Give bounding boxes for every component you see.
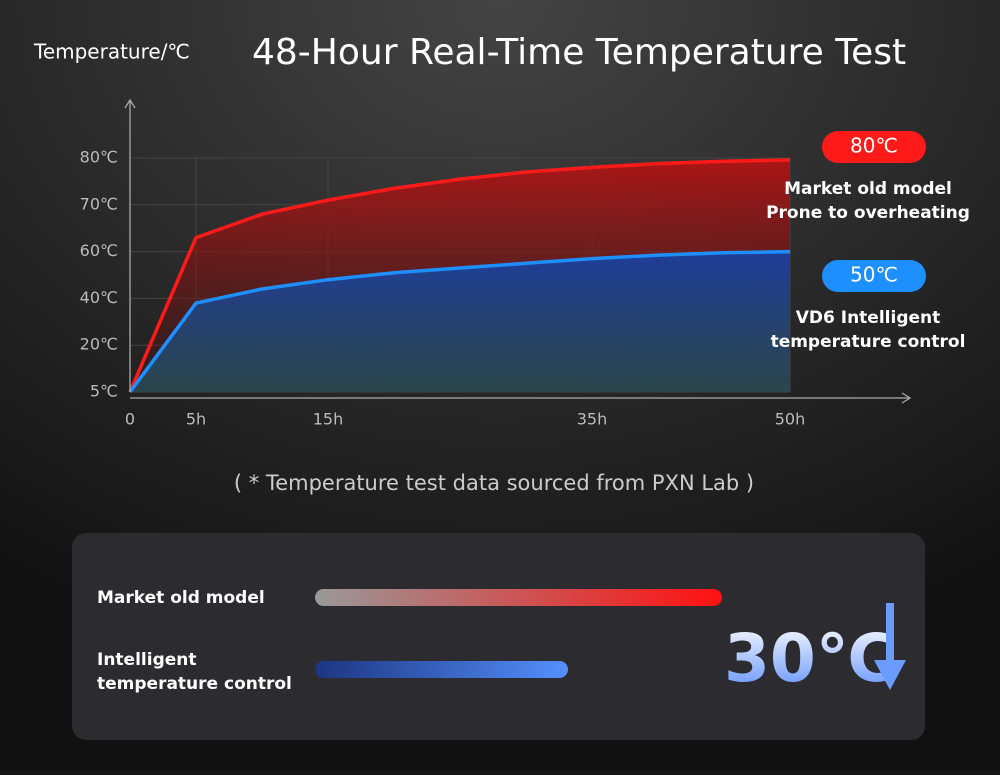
area <box>130 251 790 392</box>
row-label: Intelligent <box>97 650 197 670</box>
chart-title: 48-Hour Real-Time Temperature Test <box>252 32 906 73</box>
series-note: VD6 Intelligent <box>796 308 941 328</box>
line <box>128 249 791 394</box>
y-tick-label: 80℃ <box>80 148 118 167</box>
series-note: Market old model <box>784 179 952 199</box>
x-axis <box>130 392 912 404</box>
y-axis-label: Temperature/℃ <box>33 40 190 64</box>
difference: 30℃ <box>724 620 896 697</box>
comparison-bar <box>315 589 722 606</box>
row-label: temperature control <box>97 674 292 694</box>
badge <box>822 131 926 163</box>
series-note: temperature control <box>771 332 966 352</box>
row-label: Market old model <box>97 588 265 608</box>
series-note: Prone to overheating <box>766 203 970 223</box>
comparison-bar <box>315 661 568 678</box>
y-tick-label: 5℃ <box>90 382 118 401</box>
y-tick-label: 60℃ <box>80 241 118 260</box>
x-tick-label: 50h <box>775 410 806 429</box>
source-note: ( * Temperature test data sourced from P… <box>234 471 754 495</box>
y-axis <box>124 98 136 392</box>
x-tick-label: 5h <box>186 410 206 429</box>
badge-label: 50℃ <box>850 263 898 287</box>
x-tick-label: 0 <box>125 410 135 429</box>
comparison-panel <box>72 533 925 740</box>
line <box>128 158 791 393</box>
x-tick-label: 35h <box>577 410 608 429</box>
down-arrow <box>874 603 906 690</box>
badge-label: 80℃ <box>850 134 898 158</box>
x-tick-label: 15h <box>313 410 344 429</box>
y-tick-label: 70℃ <box>80 194 118 213</box>
y-tick-label: 40℃ <box>80 288 118 307</box>
badge <box>822 260 926 292</box>
y-tick-label: 20℃ <box>80 335 118 354</box>
